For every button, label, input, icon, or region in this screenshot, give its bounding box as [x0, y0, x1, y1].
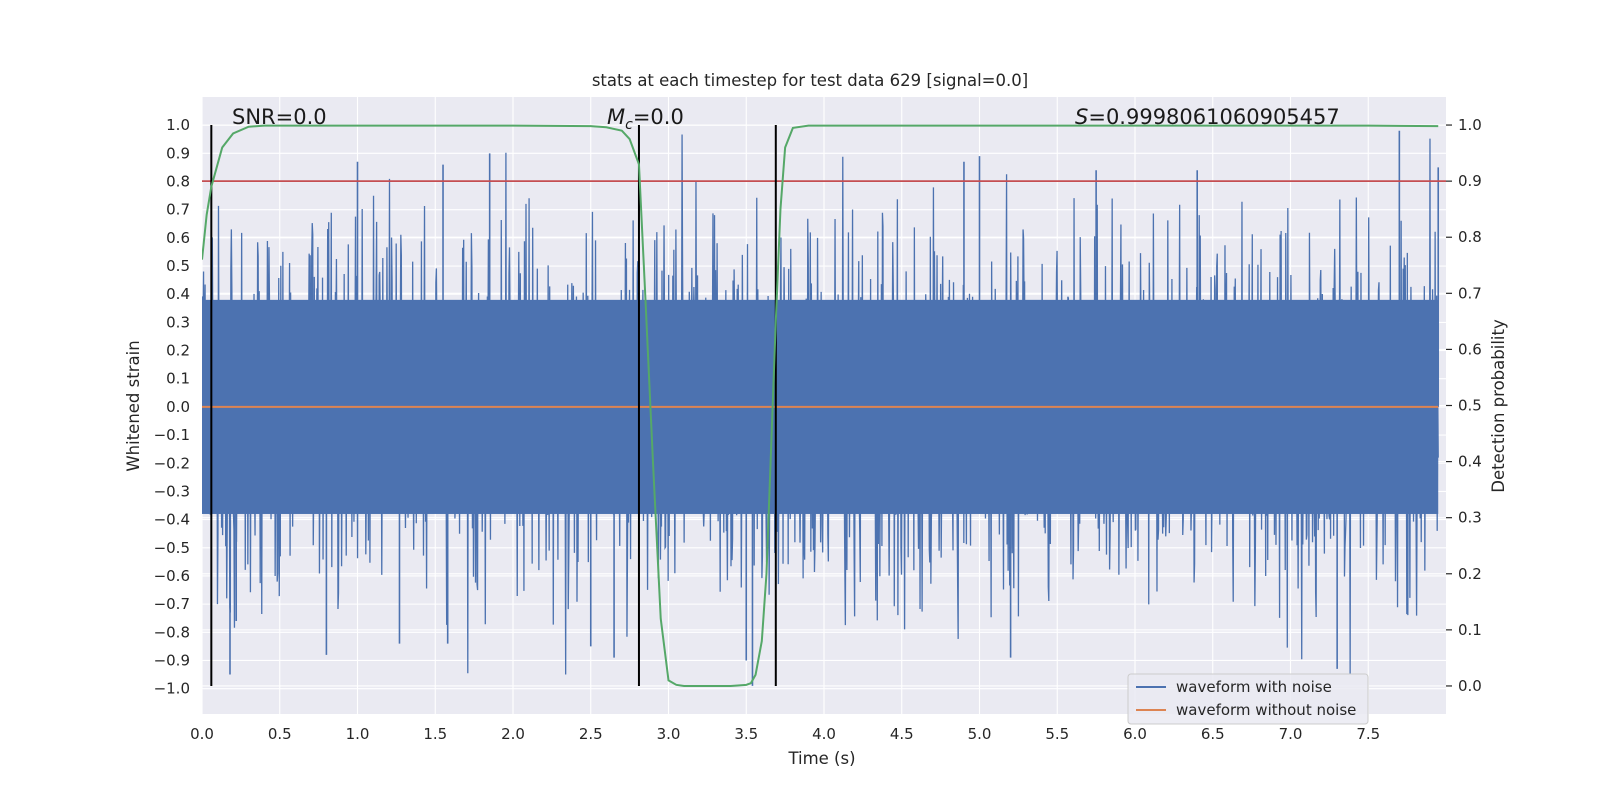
left-tick-label: 1.0: [166, 116, 190, 134]
right-tick-label: 0.7: [1458, 284, 1482, 302]
x-tick-label: 1.0: [346, 725, 370, 743]
snr-annotation: SNR=0.0: [232, 105, 327, 129]
chart-title: stats at each timestep for test data 629…: [592, 71, 1028, 90]
left-tick-label: −0.6: [154, 567, 190, 585]
x-tick-label: 0.0: [190, 725, 214, 743]
left-tick-label: −0.4: [154, 511, 190, 529]
left-tick-label: −0.2: [154, 454, 190, 472]
left-tick-label: 0.8: [166, 173, 190, 191]
left-tick-label: −0.5: [154, 539, 190, 557]
left-tick-label: 0.4: [166, 285, 190, 303]
left-tick-label: −0.7: [154, 595, 190, 613]
left-tick-label: −0.3: [154, 482, 190, 500]
chirp-mass-annotation: Mc=0.0: [607, 105, 684, 133]
score-annotation: S=0.9998061060905457: [1075, 105, 1340, 129]
x-tick-label: 6.5: [1201, 725, 1225, 743]
detection-probability-line: [202, 124, 1439, 687]
x-tick-label: 3.5: [734, 725, 758, 743]
left-tick-label: 0.3: [166, 313, 190, 331]
right-tick-label: 0.2: [1458, 565, 1482, 583]
legend: waveform with noise waveform without noi…: [1127, 673, 1369, 725]
right-tick-label: 0.0: [1458, 677, 1482, 695]
right-tick-label: 0.9: [1458, 172, 1482, 190]
x-tick-label: 7.5: [1356, 725, 1380, 743]
right-tick-label: 1.0: [1458, 116, 1482, 134]
right-tick-label: 0.1: [1458, 621, 1482, 639]
x-tick-label: 0.5: [268, 725, 292, 743]
left-tick-label: 0.2: [166, 342, 190, 360]
left-tick-label: 0.6: [166, 229, 190, 247]
x-tick-label: 6.0: [1123, 725, 1147, 743]
x-tick-label: 4.5: [890, 725, 914, 743]
right-tick-label: 0.5: [1458, 397, 1482, 415]
left-tick-label: 0.7: [166, 201, 190, 219]
x-tick-label: 3.0: [657, 725, 681, 743]
left-tick-label: −0.9: [154, 651, 190, 669]
x-tick-label: 5.5: [1045, 725, 1069, 743]
left-tick-label: 0.9: [166, 144, 190, 162]
x-tick-label: 5.0: [968, 725, 992, 743]
right-axis-label: Detection probability: [1489, 319, 1508, 493]
x-tick-label: 1.5: [423, 725, 447, 743]
left-tick-label: 0.1: [166, 370, 190, 388]
legend-label-noise: waveform with noise: [1176, 678, 1332, 696]
x-tick-label: 2.0: [501, 725, 525, 743]
legend-label-clean: waveform without noise: [1176, 701, 1356, 719]
right-tick-label: 0.8: [1458, 228, 1482, 246]
right-tick-label: 0.6: [1458, 340, 1482, 358]
x-tick-label: 4.0: [812, 725, 836, 743]
left-tick-label: 0.5: [166, 257, 190, 275]
left-axis-ticks: 1.0 0.9 0.8 0.7 0.6 0.5 0.4 0.3 0.2 0.1 0.0 −0.1 −0.…: [154, 116, 190, 697]
x-tick-label: 2.5: [579, 725, 603, 743]
right-tick-label: 0.3: [1458, 509, 1482, 527]
legend-box: [1127, 673, 1369, 725]
left-axis-label: Whitened strain: [124, 340, 143, 471]
left-tick-label: −0.8: [154, 623, 190, 641]
left-tick-label: −0.1: [154, 426, 190, 444]
right-axis-ticks: 1.0 0.9 0.8 0.7 0.6 0.5 0.4 0.3 0.2 0.1 0.0: [1446, 116, 1482, 695]
x-axis-ticks: 0.0 0.5 1.0 1.5 2.0 2.5 3.0 3.5 4.0 4.5 5.0 5.5 6.0 6…: [190, 725, 1380, 743]
right-tick-label: 0.4: [1458, 453, 1482, 471]
vertical-marker-lines: [210, 125, 777, 686]
left-tick-label: 0.0: [166, 398, 190, 416]
left-tick-label: −1.0: [154, 680, 190, 698]
x-axis-label: Time (s): [787, 749, 855, 768]
x-tick-label: 7.0: [1279, 725, 1303, 743]
